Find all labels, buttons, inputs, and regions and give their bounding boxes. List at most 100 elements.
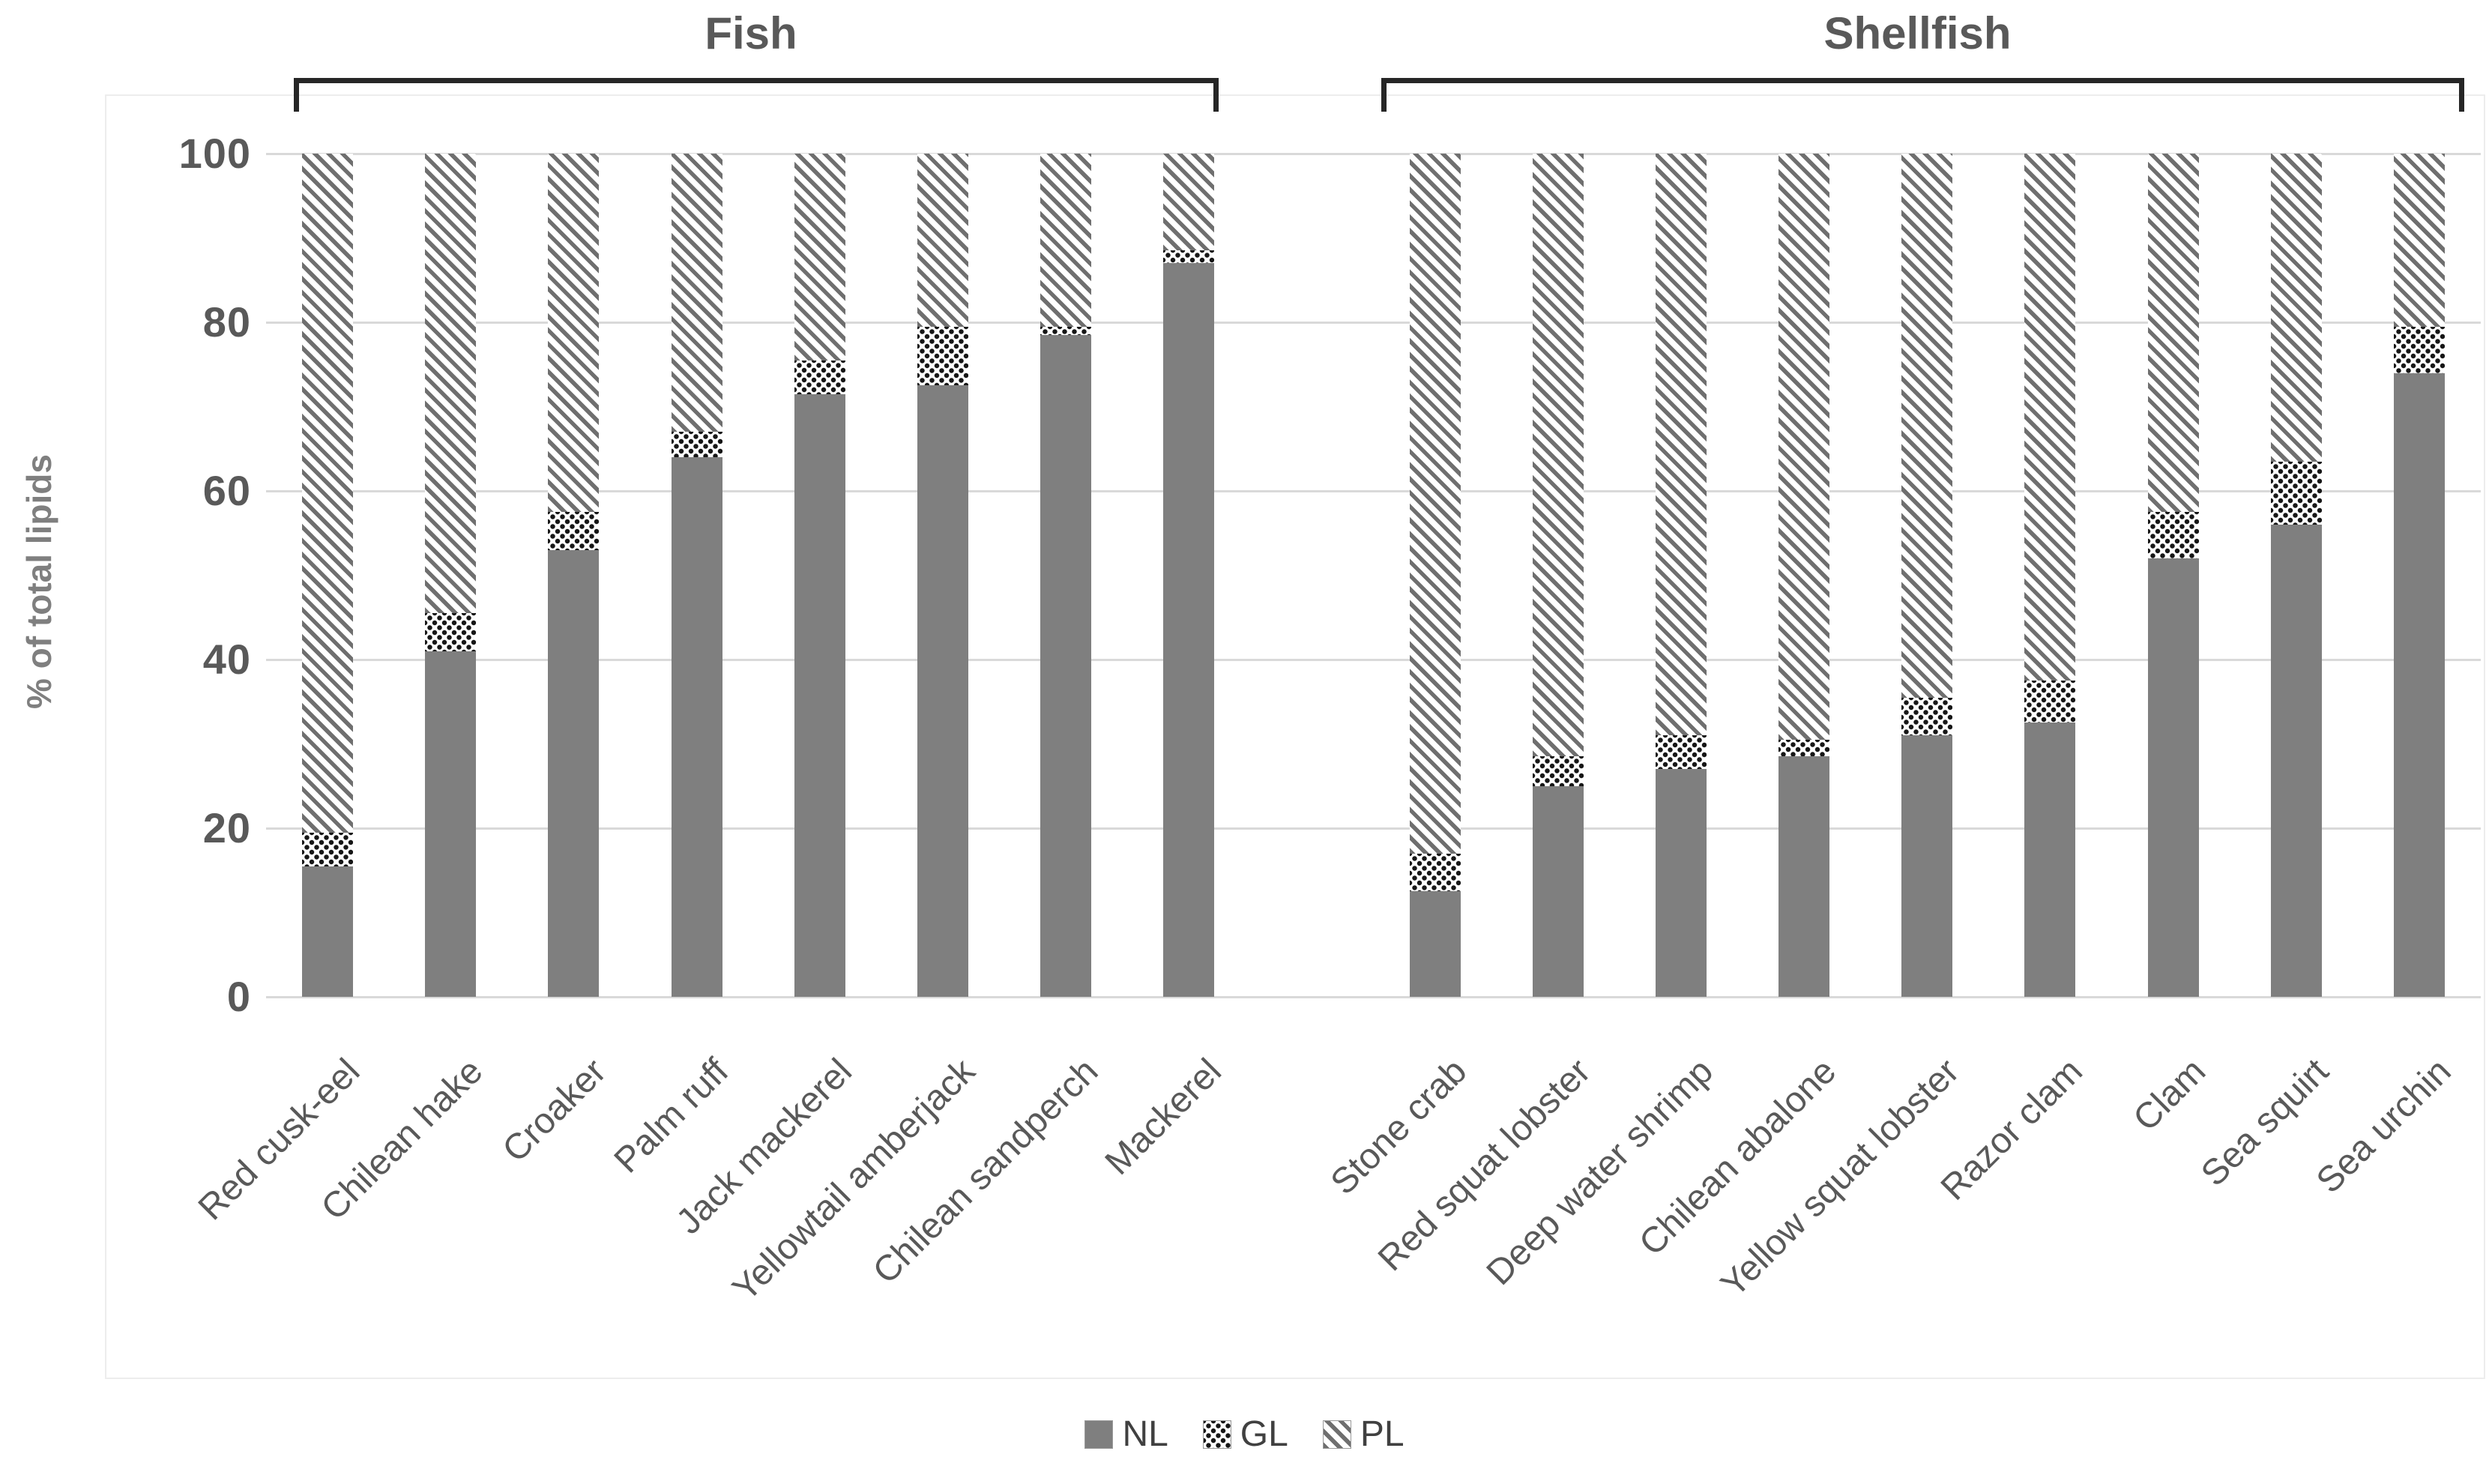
gridline-60	[266, 489, 2481, 492]
segment-pl-razor-clam	[2024, 154, 2076, 681]
segment-gl-sea-urchin	[2393, 326, 2445, 373]
x-axis-label-mackerel: Mackerel	[1097, 1051, 1229, 1183]
segment-gl-yellowtail-amberjack	[917, 326, 968, 386]
segment-gl-deep-water-shrimp	[1655, 735, 1707, 770]
y-tick-label: 60	[202, 467, 251, 514]
bar-croaker	[548, 154, 600, 997]
gridline-20	[266, 827, 2481, 830]
legend-item-pl: PL	[1322, 1414, 1405, 1456]
bar-sea-squirt	[2270, 154, 2322, 997]
bar-red-cusk-eel	[302, 154, 354, 997]
segment-nl-razor-clam	[2024, 723, 2076, 997]
x-axis-label-palm-ruff: Palm ruff	[607, 1051, 737, 1181]
fish-group-bracket	[294, 78, 1219, 112]
segment-pl-stone-crab	[1409, 154, 1461, 854]
segment-nl-sea-urchin	[2393, 372, 2445, 997]
x-axis-label-yellowtail-amberjack: Yellowtail amberjack	[725, 1051, 983, 1309]
segment-gl-mackerel	[1163, 250, 1215, 264]
legend-item-nl: NL	[1084, 1414, 1168, 1456]
legend-swatch-nl-icon	[1084, 1420, 1114, 1449]
bar-yellowtail-amberjack	[917, 154, 968, 997]
x-axis-label-chilean-sandperch: Chilean sandperch	[865, 1051, 1106, 1292]
segment-nl-chilean-hake	[425, 651, 477, 997]
segment-nl-sea-squirt	[2270, 525, 2322, 997]
segment-gl-chilean-sandperch	[1040, 326, 1092, 335]
bar-chilean-abalone	[1778, 154, 1830, 997]
x-axis-label-deep-water-shrimp: Deep water shrimp	[1479, 1051, 1722, 1294]
x-axis-label-croaker: Croaker	[495, 1051, 614, 1170]
bar-chilean-hake	[425, 154, 477, 997]
bar-razor-clam	[2024, 154, 2076, 997]
segment-gl-stone-crab	[1409, 853, 1461, 892]
legend-label-pl: PL	[1360, 1414, 1405, 1454]
segment-nl-red-squat-lobster	[1532, 785, 1584, 997]
segment-pl-mackerel	[1163, 154, 1215, 251]
segment-gl-sea-squirt	[2270, 461, 2322, 525]
bar-red-squat-lobster	[1532, 154, 1584, 997]
segment-pl-chilean-sandperch	[1040, 154, 1092, 327]
segment-nl-yellowtail-amberjack	[917, 385, 968, 997]
segment-gl-croaker	[548, 512, 600, 550]
segment-nl-croaker	[548, 549, 600, 997]
segment-pl-deep-water-shrimp	[1655, 154, 1707, 736]
segment-pl-chilean-abalone	[1778, 154, 1830, 740]
legend-label-nl: NL	[1122, 1414, 1168, 1454]
bar-deep-water-shrimp	[1655, 154, 1707, 997]
x-axis-label-red-squat-lobster: Red squat lobster	[1370, 1051, 1598, 1279]
gridline-80	[266, 321, 2481, 324]
segment-nl-deep-water-shrimp	[1655, 769, 1707, 997]
segment-nl-chilean-abalone	[1778, 756, 1830, 997]
legend-swatch-pl-icon	[1322, 1420, 1351, 1449]
bar-stone-crab	[1409, 154, 1461, 997]
segment-pl-palm-ruff	[671, 154, 722, 432]
y-tick-label: 0	[226, 973, 251, 1020]
legend: NL GL PL	[0, 1414, 2489, 1456]
x-axis-label-yellow-squat-lobster: Yellow squat lobster	[1713, 1051, 1967, 1305]
segment-gl-red-squat-lobster	[1532, 756, 1584, 786]
segment-pl-chilean-hake	[425, 154, 477, 614]
gridline-40	[266, 658, 2481, 661]
legend-item-gl: GL	[1202, 1414, 1288, 1456]
y-tick-label: 100	[178, 130, 251, 177]
segment-gl-chilean-abalone	[1778, 739, 1830, 757]
bar-jack-mackerel	[794, 154, 845, 997]
y-tick-label: 20	[202, 804, 251, 851]
segment-gl-red-cusk-eel	[302, 832, 354, 866]
bar-sea-urchin	[2393, 154, 2445, 997]
y-tick-label: 40	[202, 636, 251, 683]
y-tick-label: 80	[202, 298, 251, 346]
fish-group-header: Fish	[705, 8, 797, 58]
segment-nl-chilean-sandperch	[1040, 334, 1092, 997]
shellfish-group-header: Shellfish	[1823, 8, 2012, 58]
bar-yellow-squat-lobster	[1901, 154, 1953, 997]
segment-pl-clam	[2147, 154, 2199, 513]
bar-chilean-sandperch	[1040, 154, 1092, 997]
bar-mackerel	[1163, 154, 1215, 997]
legend-label-gl: GL	[1240, 1414, 1288, 1454]
segment-pl-sea-squirt	[2270, 154, 2322, 462]
segment-pl-sea-urchin	[2393, 154, 2445, 327]
segment-gl-chilean-hake	[425, 613, 477, 651]
segment-nl-red-cusk-eel	[302, 866, 354, 997]
segment-pl-croaker	[548, 154, 600, 513]
segment-nl-stone-crab	[1409, 891, 1461, 997]
segment-nl-jack-mackerel	[794, 393, 845, 997]
segment-pl-yellowtail-amberjack	[917, 154, 968, 327]
y-axis-title: % of total lipids	[19, 454, 58, 709]
segment-pl-yellow-squat-lobster	[1901, 154, 1953, 698]
x-axis-label-clam: Clam	[2126, 1051, 2213, 1139]
gridline-100	[266, 152, 2481, 155]
segment-nl-clam	[2147, 558, 2199, 997]
shellfish-group-bracket	[1381, 78, 2464, 112]
segment-nl-palm-ruff	[671, 457, 722, 997]
x-axis-label-sea-urchin: Sea urchin	[2309, 1051, 2460, 1201]
segment-nl-yellow-squat-lobster	[1901, 735, 1953, 997]
segment-gl-razor-clam	[2024, 681, 2076, 723]
segment-gl-yellow-squat-lobster	[1901, 697, 1953, 736]
segment-gl-palm-ruff	[671, 432, 722, 457]
segment-gl-clam	[2147, 512, 2199, 558]
segment-pl-red-cusk-eel	[302, 154, 354, 833]
segment-nl-mackerel	[1163, 263, 1215, 997]
bar-palm-ruff	[671, 154, 722, 997]
